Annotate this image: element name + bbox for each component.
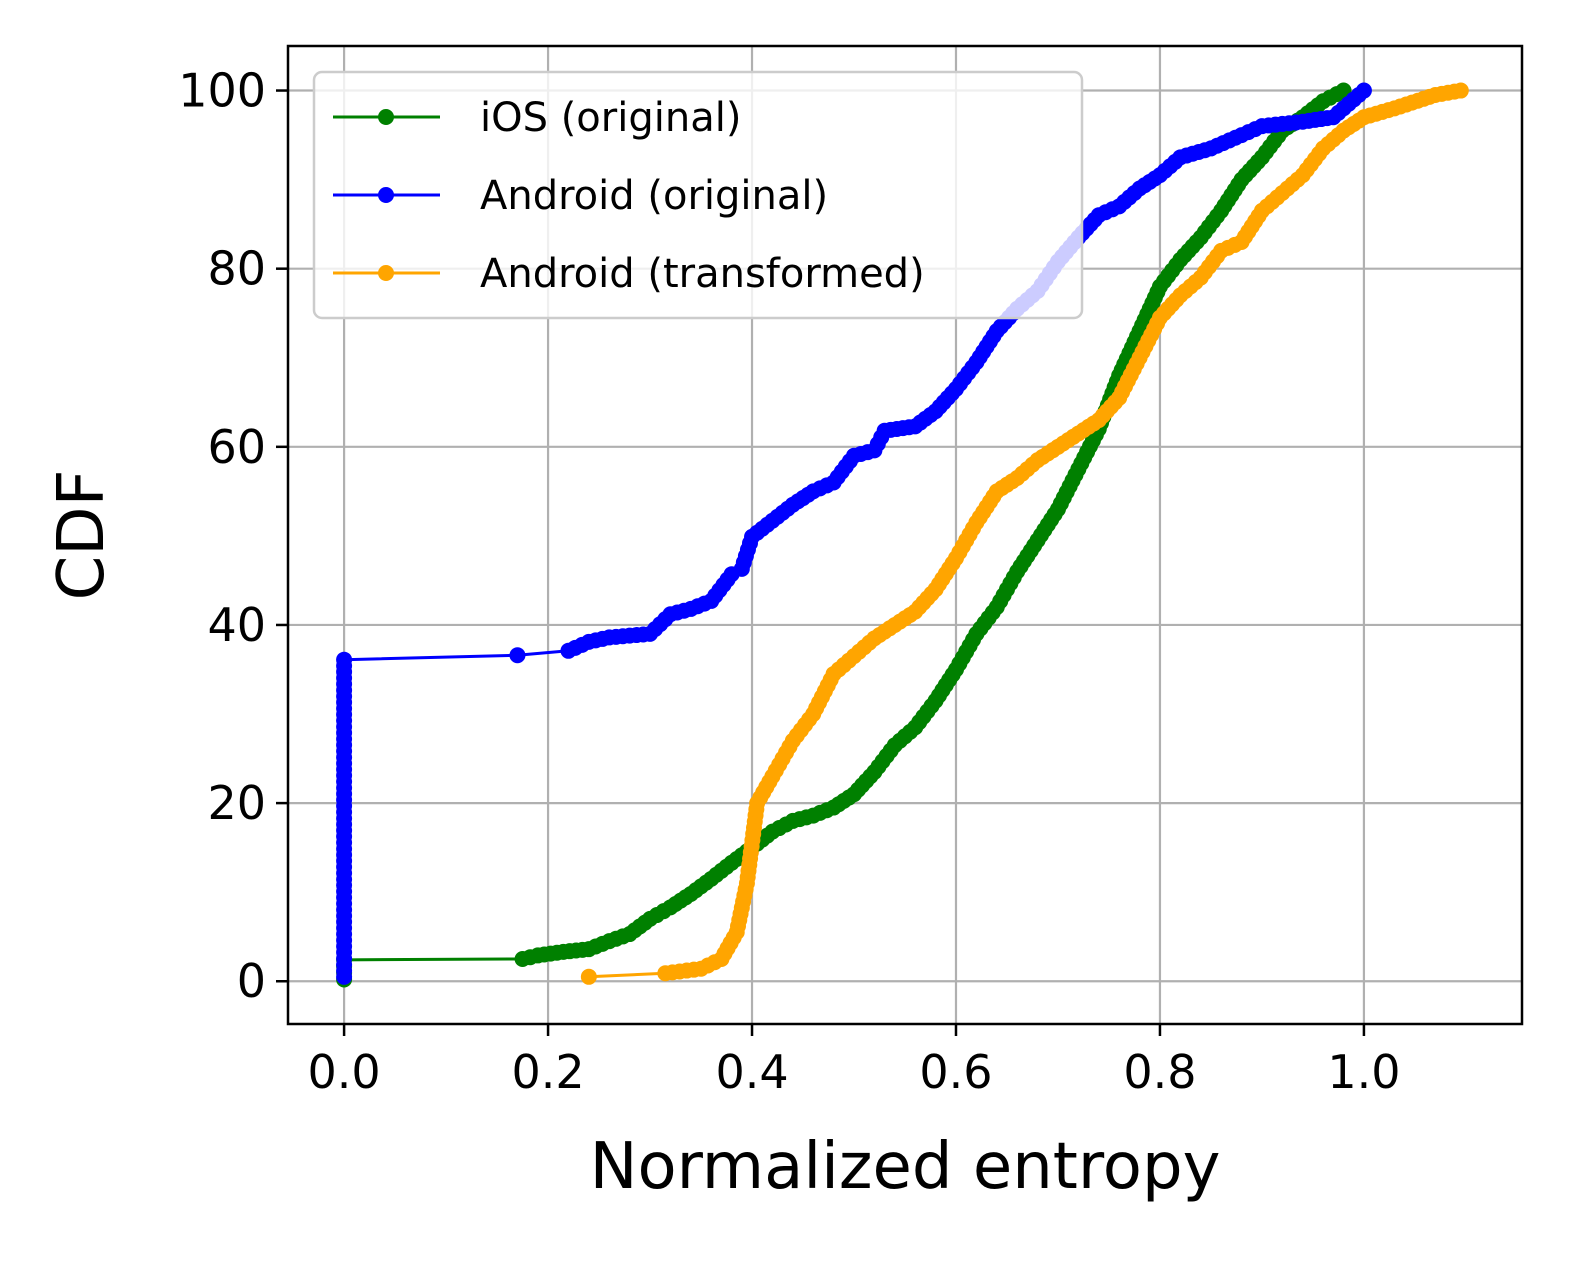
data-point [1355,82,1372,99]
legend-label: iOS (original) [480,95,741,141]
legend: iOS (original) Android (original) Android … [312,70,1084,320]
x-tick-label: 1.0 [1327,1045,1400,1099]
series-1 [336,82,1372,985]
y-tick-label: 20 [207,776,266,830]
x-axis-ticks: 0.0 0.2 0.4 0.6 0.8 1.0 [308,1024,1401,1099]
x-tick-label: 0.2 [511,1045,584,1099]
data-point [1452,82,1469,99]
legend-marker [378,187,394,203]
y-tick-label: 80 [207,242,266,296]
legend-entries: iOS (original) Android (original) Android … [333,95,925,297]
y-axis-ticks: 0 20 40 60 80 100 [178,64,288,1008]
legend-marker [378,265,394,281]
legend-label: Android (transformed) [480,251,925,297]
series-layer [336,82,1469,988]
legend-marker [378,109,394,125]
data-point [580,968,597,985]
legend-box [312,70,1084,320]
y-tick-label: 100 [178,64,266,118]
x-tick-label: 0.0 [308,1045,381,1099]
y-axis-label: CDF [45,470,119,601]
series-2 [580,82,1469,985]
data-point [336,651,353,668]
plot-frame [286,44,1524,1026]
legend-item: Android (transformed) [333,251,925,297]
x-tick-label: 0.6 [919,1045,992,1099]
series-markers [580,82,1469,985]
x-tick-label: 0.4 [715,1045,788,1099]
y-tick-label: 60 [207,420,266,474]
legend-item: Android (original) [333,173,828,219]
legend-label: Android (original) [480,173,828,219]
legend-item: iOS (original) [333,95,741,141]
x-tick-label: 0.8 [1123,1045,1196,1099]
x-axis-label: Normalized entropy [590,1130,1221,1204]
y-tick-label: 40 [207,598,266,652]
data-point [509,647,526,664]
series-markers [336,82,1372,985]
series-markers [336,82,1352,988]
y-tick-label: 0 [237,954,266,1008]
series-0 [336,82,1352,988]
